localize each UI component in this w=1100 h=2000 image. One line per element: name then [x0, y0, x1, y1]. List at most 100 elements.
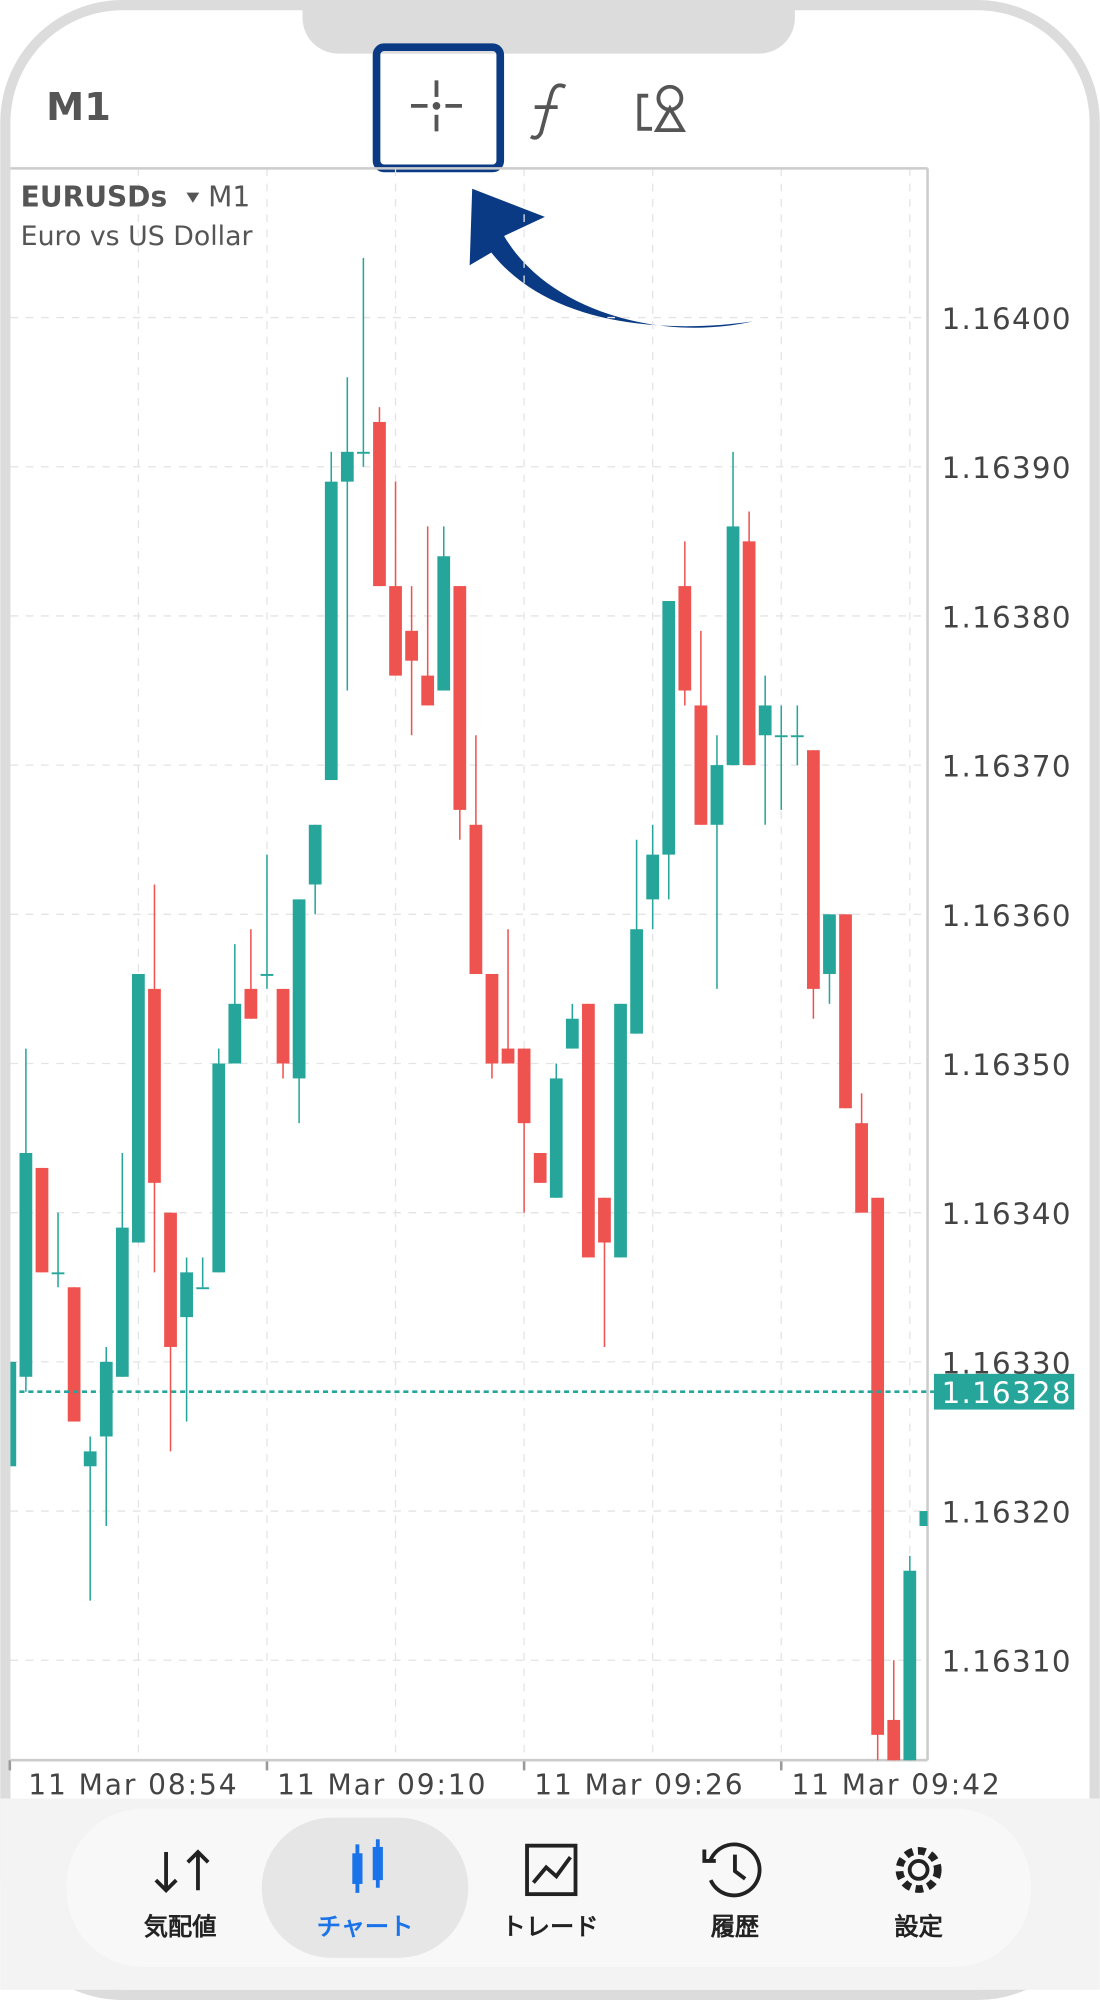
candle-body: [453, 586, 467, 810]
candle-body: [533, 1153, 547, 1183]
candle-body: [807, 750, 820, 989]
candle-body: [405, 630, 418, 661]
last-price-label: 1.16328: [942, 1376, 1072, 1410]
nav-item[interactable]: チャート: [317, 1913, 414, 1941]
candle-body: [244, 988, 258, 1019]
candle-body: [694, 705, 708, 825]
x-tick-label: 11 Mar 09:42: [791, 1769, 1001, 1802]
candle-body: [855, 1123, 868, 1213]
candle-body: [598, 1197, 611, 1243]
chart-icon: [352, 1839, 383, 1893]
y-tick-label: 1.16350: [942, 1048, 1072, 1082]
nav-bar: [66, 1808, 1031, 1967]
candle-body: [340, 451, 354, 482]
candle-body: [164, 1212, 177, 1347]
candle-body: [678, 586, 692, 691]
x-tick-label: 11 Mar 09:26: [534, 1769, 744, 1802]
candle-body: [389, 586, 402, 676]
candle-body: [212, 1063, 226, 1273]
y-tick-label: 1.16380: [942, 600, 1072, 634]
candle-body: [630, 929, 643, 1034]
candle-body: [148, 988, 161, 1183]
candle-body: [10, 1361, 17, 1467]
candle-body: [292, 899, 306, 1079]
candle-body: [549, 1078, 563, 1198]
candle-body: [662, 601, 676, 855]
candle-body: [276, 988, 290, 1064]
timeframe-button[interactable]: M1: [46, 85, 111, 130]
candle-body: [582, 1003, 595, 1258]
candle-body: [903, 1570, 917, 1761]
candle-body: [437, 556, 451, 691]
candle-body: [919, 1511, 928, 1526]
candle-body: [565, 1018, 579, 1049]
candle-body: [774, 735, 788, 738]
notch: [302, 0, 795, 54]
candle-body: [83, 1451, 97, 1467]
nav-item[interactable]: 履歴: [711, 1913, 759, 1941]
candle-body: [19, 1153, 33, 1377]
chart-timeframe: M1: [208, 181, 250, 214]
candle-body: [726, 526, 740, 766]
symbol: EURUSDs: [21, 181, 167, 214]
candle-body: [742, 541, 756, 766]
candle-body: [758, 705, 772, 736]
candle-body: [35, 1167, 49, 1273]
candle-body: [871, 1197, 885, 1735]
candle-body: [67, 1287, 81, 1422]
y-tick-label: 1.16370: [942, 750, 1072, 784]
candle-body: [324, 481, 338, 781]
candle-body: [308, 824, 322, 885]
nav-item[interactable]: トレード: [502, 1913, 599, 1941]
chart: 1.163101.163201.163301.163401.163501.163…: [8, 167, 1075, 1802]
y-tick-label: 1.16320: [942, 1496, 1072, 1530]
y-tick-label: 1.16360: [942, 899, 1072, 933]
candle-body: [228, 1003, 242, 1064]
candle-body: [887, 1719, 901, 1761]
candle-body: [260, 973, 274, 976]
candle-body: [180, 1272, 193, 1318]
candle-body: [132, 973, 145, 1243]
candle-body: [373, 421, 386, 587]
candle-body: [614, 1003, 627, 1258]
quotes-icon: [154, 1849, 210, 1894]
candle-body: [115, 1227, 129, 1377]
candle-body: [710, 765, 724, 825]
candle-body: [485, 973, 499, 1064]
settings-icon: [895, 1846, 942, 1893]
y-tick-label: 1.16390: [942, 451, 1072, 485]
candle-body: [839, 914, 852, 1109]
candle-body: [517, 1048, 531, 1124]
symbol-description: Euro vs US Dollar: [21, 221, 253, 252]
candle-body: [646, 854, 660, 900]
candle-body: [357, 451, 370, 454]
candle-body: [51, 1272, 65, 1275]
y-tick-label: 1.16400: [942, 302, 1072, 336]
dropdown-icon: [186, 192, 200, 203]
nav-selected: [261, 1817, 469, 1958]
pointer-arrow: [469, 188, 753, 328]
candles: [10, 257, 928, 1761]
nav-item[interactable]: 設定: [894, 1913, 943, 1941]
y-tick-label: 1.16310: [942, 1645, 1072, 1679]
candle-body: [196, 1287, 210, 1290]
x-tick-label: 11 Mar 09:10: [277, 1769, 487, 1802]
y-tick-label: 1.16340: [942, 1197, 1072, 1231]
trade-icon: [525, 1843, 578, 1897]
last-price-box: [933, 1373, 1075, 1410]
candle-body: [99, 1361, 113, 1437]
candle-body: [421, 675, 435, 706]
x-tick-label: 11 Mar 08:54: [28, 1769, 238, 1802]
history-icon: [702, 1842, 762, 1898]
symbol-name: EURUSDs: [21, 181, 167, 214]
crosshair-button[interactable]: [410, 80, 462, 132]
candle-body: [501, 1048, 515, 1064]
nav-item[interactable]: 気配値: [144, 1913, 217, 1941]
objects-button[interactable]: [637, 84, 686, 133]
candle-body: [823, 914, 836, 974]
candle-body: [469, 824, 483, 974]
indicator-button[interactable]: [529, 83, 567, 140]
